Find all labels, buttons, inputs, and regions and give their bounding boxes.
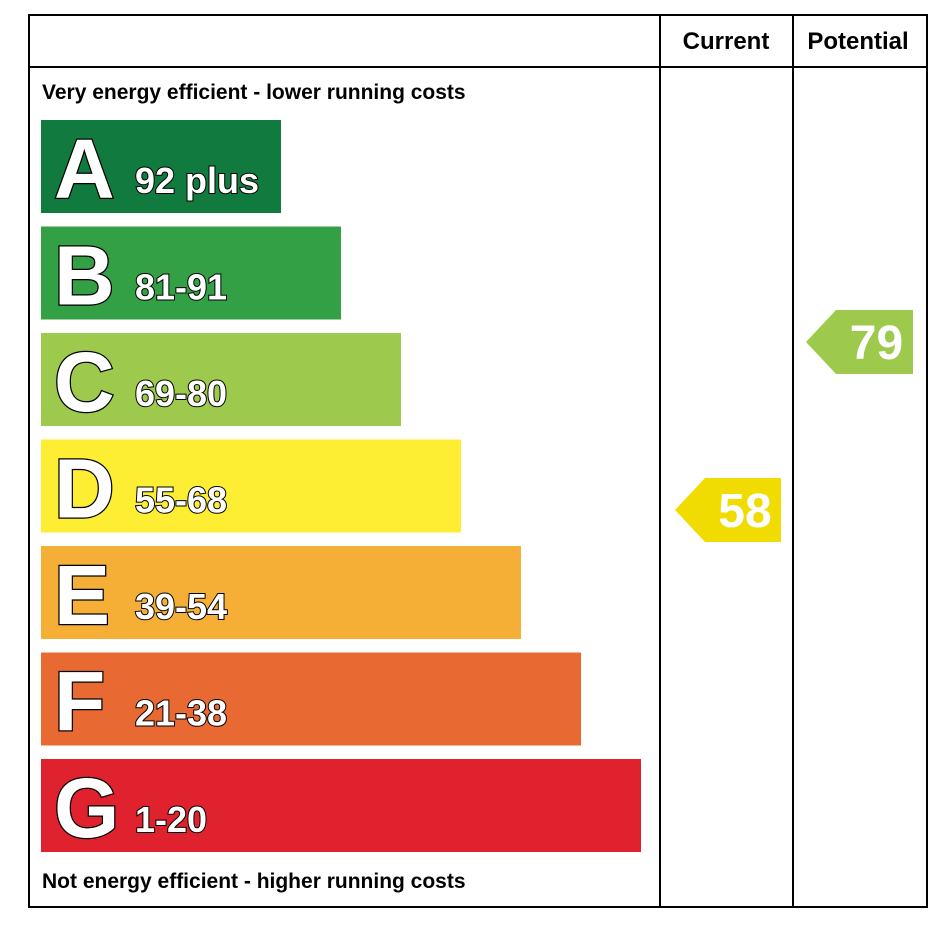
band-bar bbox=[41, 759, 641, 852]
band-range: 81-91 bbox=[135, 267, 227, 308]
band-range: 55-68 bbox=[135, 480, 227, 521]
band-b: B 81-91 bbox=[41, 226, 341, 324]
top-note: Very energy efficient - lower running co… bbox=[42, 81, 466, 104]
band-range: 69-80 bbox=[135, 373, 227, 414]
band-range: 1-20 bbox=[135, 799, 207, 840]
band-c: C 69-80 bbox=[41, 333, 401, 430]
band-a: A 92 plus bbox=[41, 120, 281, 217]
header-potential: Potential bbox=[807, 28, 908, 55]
bottom-note: Not energy efficient - higher running co… bbox=[42, 870, 466, 893]
band-g: G 1-20 bbox=[41, 759, 641, 856]
band-e: E 39-54 bbox=[41, 546, 521, 643]
band-d: D 55-68 bbox=[41, 439, 461, 537]
band-range: 21-38 bbox=[135, 693, 227, 734]
band-bar bbox=[41, 546, 521, 639]
band-f: F 21-38 bbox=[41, 652, 581, 750]
current-arrow-shape bbox=[675, 478, 781, 542]
potential-rating-value: 79 bbox=[850, 317, 903, 370]
potential-rating-arrow: 79 bbox=[806, 310, 913, 374]
band-bar bbox=[41, 439, 461, 533]
chart-frame bbox=[28, 14, 928, 908]
band-letter: F bbox=[54, 655, 105, 749]
current-rating-arrow: 58 bbox=[675, 478, 781, 542]
current-rating-value: 58 bbox=[718, 485, 771, 538]
band-letter: E bbox=[54, 548, 110, 642]
potential-arrow-shape bbox=[806, 310, 913, 374]
header-current: Current bbox=[683, 28, 770, 55]
band-bar bbox=[41, 120, 281, 213]
band-letter: C bbox=[54, 335, 115, 429]
band-letter: D bbox=[54, 442, 115, 536]
band-letter: G bbox=[54, 761, 119, 855]
band-range: 39-54 bbox=[135, 586, 227, 627]
band-letter: A bbox=[54, 122, 115, 216]
band-bar bbox=[41, 226, 341, 320]
band-letter: B bbox=[54, 229, 115, 323]
band-bar bbox=[41, 333, 401, 426]
band-range: 92 plus bbox=[135, 160, 259, 201]
band-bar bbox=[41, 652, 581, 746]
